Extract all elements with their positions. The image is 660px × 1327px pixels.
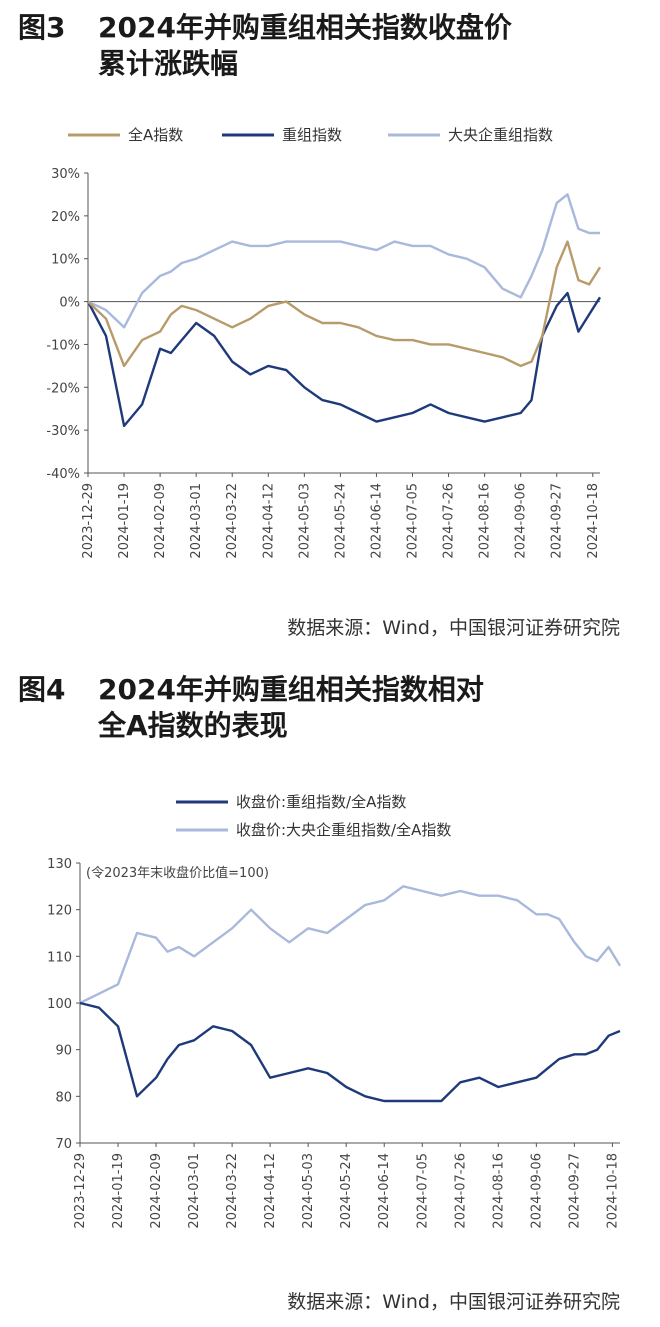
x-tick-label: 2024-07-05: [406, 483, 421, 559]
x-tick-label: 2024-05-24: [339, 1153, 354, 1229]
x-tick-label: 2023-12-29: [73, 1153, 88, 1229]
y-tick-label: 110: [47, 950, 72, 965]
legend-entry: 收盘价:大央企重组指数/全A指数: [236, 821, 451, 839]
figure3-title-line1: 2024年并购重组相关指数收盘价: [98, 11, 512, 44]
x-tick-label: 2024-06-14: [377, 1153, 392, 1229]
x-tick-label: 2024-03-01: [189, 483, 204, 559]
x-tick-label: 2024-09-27: [550, 483, 565, 559]
x-tick-label: 2024-04-12: [261, 483, 276, 559]
y-tick-label: 100: [47, 997, 72, 1012]
series-line: [86, 291, 602, 428]
legend-entry: 大央企重组指数: [448, 126, 553, 144]
x-tick-label: 2024-05-24: [333, 483, 348, 559]
x-tick-label: 2024-10-18: [605, 1153, 620, 1229]
series-line: [79, 1001, 621, 1103]
figure3-source: 数据来源：Wind，中国银河证券研究院: [287, 617, 620, 639]
x-tick-label: 2024-09-06: [529, 1153, 544, 1229]
y-tick-label: 130: [47, 857, 72, 872]
x-tick-label: 2024-03-22: [225, 483, 240, 559]
x-tick-label: 2024-03-01: [187, 1153, 202, 1229]
x-tick-label: 2024-05-03: [301, 1153, 316, 1229]
x-tick-label: 2024-07-05: [415, 1153, 430, 1229]
y-tick-label: -10%: [46, 338, 80, 353]
figure3-title-line2: 累计涨跌幅: [98, 47, 239, 80]
x-tick-label: 2024-07-26: [453, 1153, 468, 1229]
y-tick-label: 30%: [51, 167, 80, 182]
legend-entry: 收盘价:重组指数/全A指数: [236, 793, 406, 811]
x-tick-label: 2024-09-06: [514, 483, 529, 559]
x-tick-label: 2024-07-26: [442, 483, 457, 559]
y-tick-label: 20%: [51, 210, 80, 225]
y-tick-label: 90: [55, 1044, 72, 1059]
figure3-title: 图3 2024年并购重组相关指数收盘价 累计涨跌幅: [18, 10, 512, 82]
x-tick-label: 2024-08-16: [478, 483, 493, 559]
figure3-number: 图3: [18, 11, 66, 44]
y-tick-label: 70: [55, 1137, 72, 1152]
x-tick-label: 2024-10-18: [586, 483, 601, 559]
x-tick-label: 2023-12-29: [81, 483, 96, 559]
y-tick-label: -40%: [46, 467, 80, 482]
figure4-title-line1: 2024年并购重组相关指数相对: [98, 673, 484, 706]
x-tick-label: 2024-06-14: [369, 483, 384, 559]
legend-entry: 全A指数: [128, 126, 183, 144]
y-tick-label: 10%: [51, 253, 80, 268]
y-tick-label: -20%: [46, 381, 80, 396]
series-line: [87, 193, 600, 329]
chart-annotation: (令2023年末收盘价比值=100): [86, 865, 269, 881]
y-tick-label: 0%: [59, 296, 80, 311]
y-tick-label: 80: [55, 1090, 72, 1105]
series-line: [79, 885, 622, 1005]
y-tick-label: -30%: [46, 424, 80, 439]
figure4-number: 图4: [18, 673, 66, 706]
x-tick-label: 2024-01-19: [111, 1153, 126, 1229]
figure4-source: 数据来源：Wind，中国银河证券研究院: [287, 1291, 620, 1313]
x-tick-label: 2024-02-09: [149, 1153, 164, 1229]
x-tick-label: 2024-08-16: [491, 1153, 506, 1229]
x-tick-label: 2024-05-03: [297, 483, 312, 559]
y-tick-label: 120: [47, 904, 72, 919]
x-tick-label: 2024-09-27: [567, 1153, 582, 1229]
legend-entry: 重组指数: [282, 126, 342, 144]
x-tick-label: 2024-03-22: [225, 1153, 240, 1229]
figure4-title-line2: 全A指数的表现: [98, 709, 288, 742]
figure3-chart: 全A指数 重组指数 大央企重组指数 30% 20% 10% 0% -10% -20% -30% -4…: [46, 126, 602, 559]
x-tick-label: 2024-04-12: [263, 1153, 278, 1229]
x-tick-label: 2024-01-19: [117, 483, 132, 559]
series-line: [87, 240, 602, 368]
figure4-title: 图4 2024年并购重组相关指数相对 全A指数的表现: [18, 672, 484, 744]
x-tick-label: 2024-02-09: [153, 483, 168, 559]
